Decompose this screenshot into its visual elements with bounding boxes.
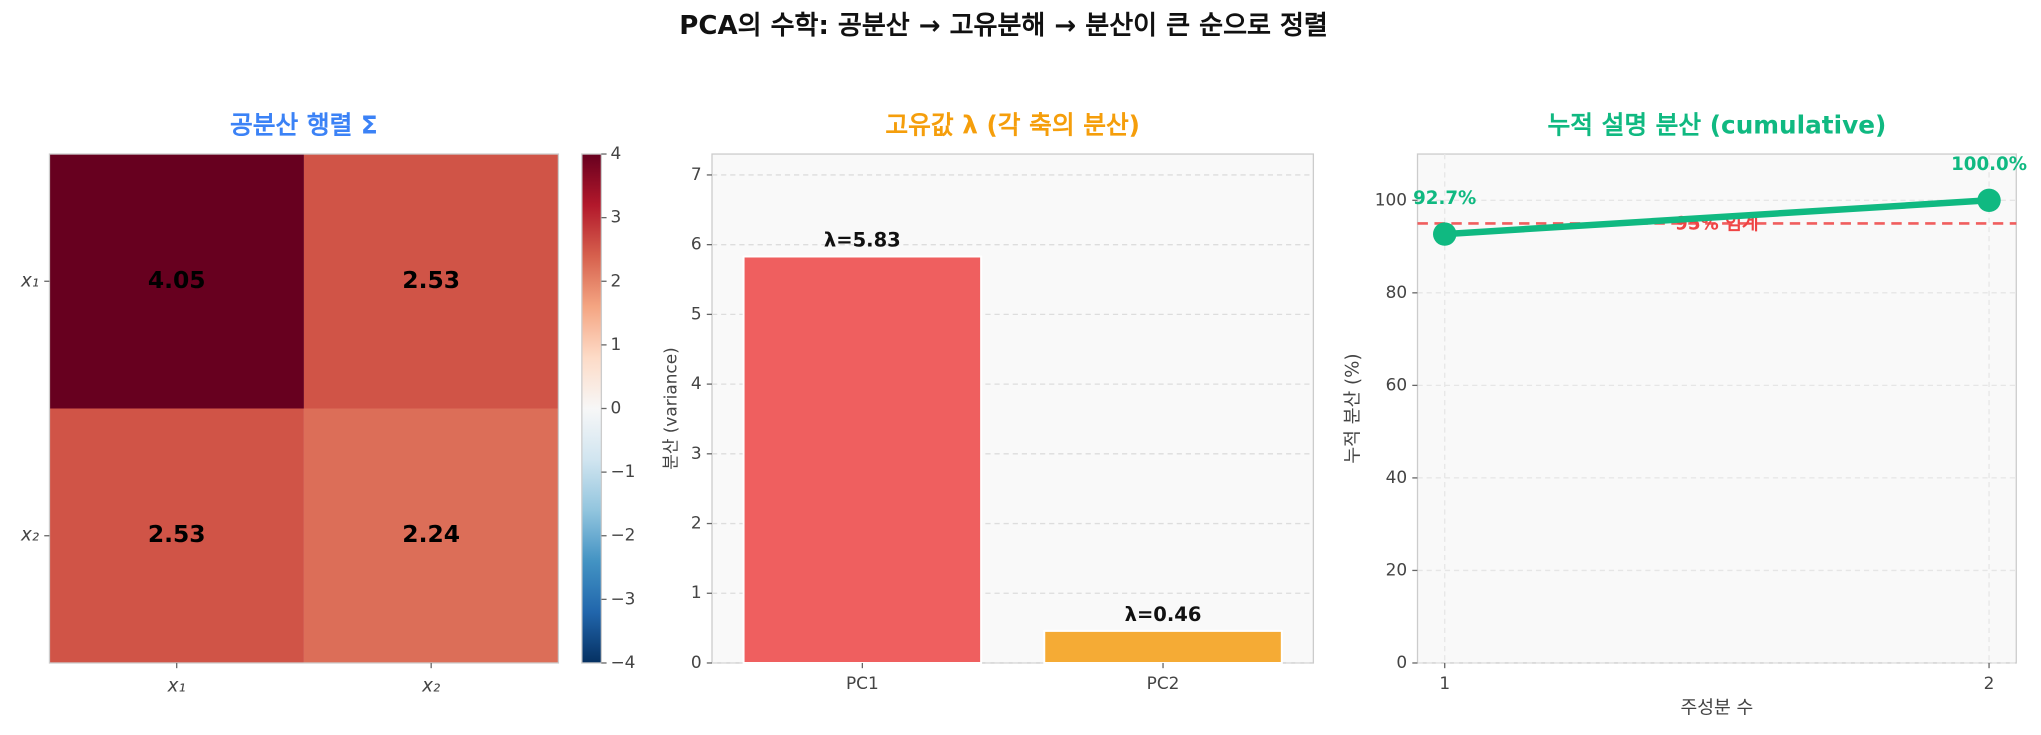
x-tick-label: PC1: [846, 673, 879, 693]
heatmap-cell: [49, 154, 304, 409]
cell-label: 2.24: [402, 520, 460, 548]
y-tick-label: x₂: [20, 525, 40, 546]
line: [1444, 197, 1990, 238]
y-tick-label: 80: [1386, 282, 1408, 302]
colorbar-tick-label: −4: [610, 652, 635, 672]
y-tick-label: 40: [1386, 467, 1408, 487]
y-tick-label: x₁: [20, 270, 39, 291]
x-tick-label: PC2: [1147, 673, 1180, 693]
x-tick-label: x₁: [167, 675, 186, 696]
y-axis-label: 누적 분산 (%): [1343, 353, 1364, 463]
colorbar-tick-label: 4: [610, 143, 621, 163]
x-tick-label: 1: [1439, 673, 1450, 693]
x-tick-label: x₂: [421, 675, 441, 696]
marker: [1977, 188, 2001, 213]
colorbar-tick-label: −2: [610, 525, 635, 545]
figure-title: PCA의 수학: 공분산 → 고유분해 → 분산이 큰 순으로 정렬: [679, 11, 1328, 41]
y-tick-label: 2: [691, 513, 702, 533]
y-tick-label: 0: [691, 652, 702, 672]
y-tick-label: 60: [1386, 374, 1408, 394]
colorbar-tick-label: 1: [610, 334, 621, 354]
cell-label: 2.53: [148, 520, 206, 548]
subplot-title: 누적 설명 분산 (cumulative): [1547, 111, 1886, 140]
plot-frame: [48, 153, 560, 664]
bar: [742, 255, 983, 664]
colorbar-tick-label: −1: [610, 461, 635, 481]
colorbar-tick-label: 3: [610, 207, 621, 227]
y-tick-label: 6: [691, 234, 702, 254]
subplot-title: 공분산 행렬 Σ: [230, 111, 378, 140]
y-tick-label: 4: [691, 373, 702, 393]
y-tick-label: 3: [691, 443, 702, 463]
point-value-label: 100.0%: [1951, 154, 2027, 175]
colorbar-tick-label: −3: [610, 588, 635, 608]
heatmap-cell: [49, 408, 304, 663]
marker: [1433, 222, 1457, 246]
plot-area: [1416, 153, 2017, 664]
colorbar-tick-label: 2: [610, 270, 621, 290]
colorbar: [581, 153, 603, 664]
heatmap-cell: [303, 154, 559, 409]
colorbar-tick-label: 0: [610, 398, 621, 418]
bar-value-label: λ=0.46: [1125, 603, 1202, 626]
y-tick-label: 1: [691, 582, 702, 602]
cell-label: 4.05: [148, 266, 206, 294]
y-tick-label: 5: [691, 303, 702, 323]
x-tick-label: 2: [1984, 673, 1995, 693]
x-axis-label: 주성분 수: [1680, 698, 1753, 719]
y-tick-label: 100: [1375, 189, 1407, 209]
point-value-label: 92.7%: [1413, 188, 1476, 209]
heatmap-cell: [303, 408, 559, 663]
y-tick-label: 0: [1396, 652, 1407, 672]
y-axis-label: 분산 (variance): [661, 347, 681, 469]
bar: [1043, 629, 1283, 664]
y-tick-label: 7: [691, 164, 702, 184]
cell-label: 2.53: [402, 266, 460, 294]
y-tick-label: 20: [1386, 559, 1408, 579]
subplot-title: 고유값 λ (각 축의 분산): [885, 111, 1140, 140]
bar-value-label: λ=5.83: [824, 228, 901, 251]
